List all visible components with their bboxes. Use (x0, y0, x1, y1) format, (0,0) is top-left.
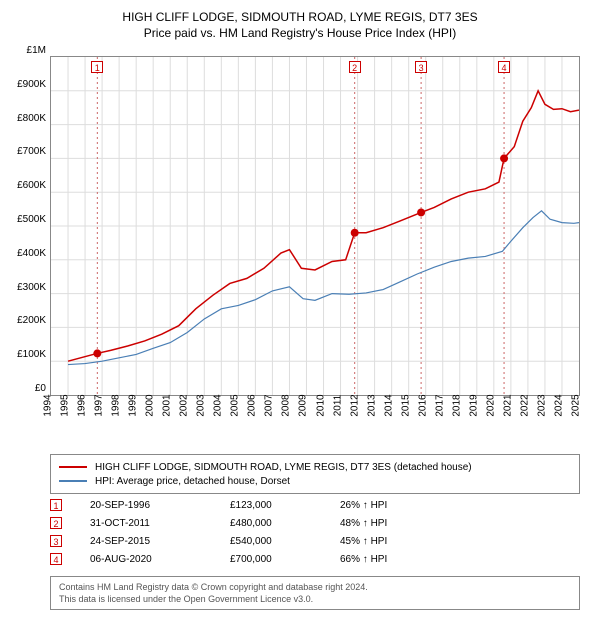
row-marker: 3 (50, 535, 62, 547)
table-row: 4 06-AUG-2020 £700,000 66% ↑ HPI (50, 550, 580, 568)
y-axis-labels: £0£100K£200K£300K£400K£500K£600K£700K£80… (8, 50, 46, 402)
legend-item-property: HIGH CLIFF LODGE, SIDMOUTH ROAD, LYME RE… (59, 460, 571, 474)
title-line1: HIGH CLIFF LODGE, SIDMOUTH ROAD, LYME RE… (0, 10, 600, 24)
x-axis-labels: 1994199519961997199819992000200120022003… (48, 398, 582, 428)
row-date: 06-AUG-2020 (90, 554, 230, 565)
legend-label-property: HIGH CLIFF LODGE, SIDMOUTH ROAD, LYME RE… (95, 462, 472, 473)
row-diff: 48% ↑ HPI (340, 518, 440, 529)
chart-container: HIGH CLIFF LODGE, SIDMOUTH ROAD, LYME RE… (0, 0, 600, 620)
footer: Contains HM Land Registry data © Crown c… (50, 576, 580, 610)
footer-line1: Contains HM Land Registry data © Crown c… (59, 581, 571, 593)
marker-box: 3 (415, 61, 427, 73)
legend-swatch-hpi (59, 480, 87, 481)
footer-line2: This data is licensed under the Open Gov… (59, 593, 571, 605)
legend-label-hpi: HPI: Average price, detached house, Dors… (95, 476, 290, 487)
table-row: 3 24-SEP-2015 £540,000 45% ↑ HPI (50, 532, 580, 550)
row-price: £123,000 (230, 500, 340, 511)
row-price: £480,000 (230, 518, 340, 529)
marker-box: 2 (349, 61, 361, 73)
row-date: 24-SEP-2015 (90, 536, 230, 547)
legend: HIGH CLIFF LODGE, SIDMOUTH ROAD, LYME RE… (50, 454, 580, 494)
titles: HIGH CLIFF LODGE, SIDMOUTH ROAD, LYME RE… (0, 0, 600, 40)
row-marker: 4 (50, 553, 62, 565)
row-price: £540,000 (230, 536, 340, 547)
table-row: 1 20-SEP-1996 £123,000 26% ↑ HPI (50, 496, 580, 514)
legend-item-hpi: HPI: Average price, detached house, Dors… (59, 474, 571, 488)
legend-swatch-property (59, 466, 87, 468)
plot-area: 1 2 3 4 (50, 56, 580, 396)
marker-box: 1 (91, 61, 103, 73)
plot-svg (51, 57, 579, 395)
transactions-table: 1 20-SEP-1996 £123,000 26% ↑ HPI 2 31-OC… (50, 496, 580, 568)
row-diff: 45% ↑ HPI (340, 536, 440, 547)
row-date: 20-SEP-1996 (90, 500, 230, 511)
row-date: 31-OCT-2011 (90, 518, 230, 529)
title-line2: Price paid vs. HM Land Registry's House … (0, 26, 600, 40)
row-price: £700,000 (230, 554, 340, 565)
row-marker: 2 (50, 517, 62, 529)
row-diff: 66% ↑ HPI (340, 554, 440, 565)
row-diff: 26% ↑ HPI (340, 500, 440, 511)
row-marker: 1 (50, 499, 62, 511)
marker-box: 4 (498, 61, 510, 73)
table-row: 2 31-OCT-2011 £480,000 48% ↑ HPI (50, 514, 580, 532)
chart-area: £0£100K£200K£300K£400K£500K£600K£700K£80… (50, 56, 580, 416)
